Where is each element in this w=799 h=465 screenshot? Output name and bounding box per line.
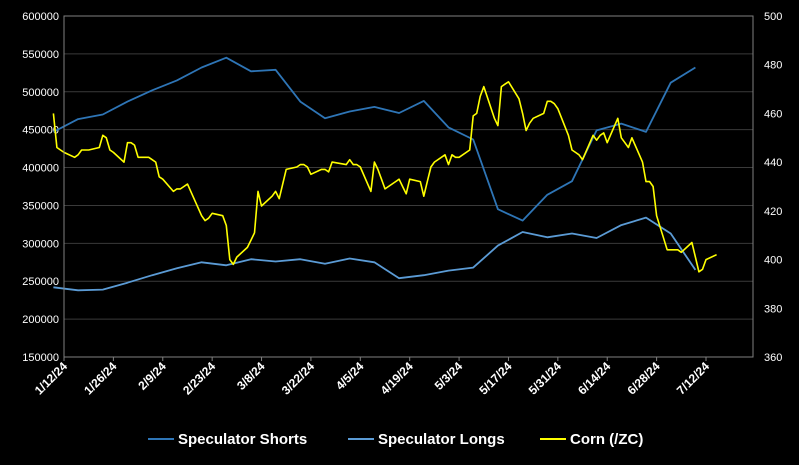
x-tick-label: 5/31/24	[526, 359, 564, 397]
series-line-3	[52, 81, 717, 273]
series-line-1	[52, 56, 696, 222]
x-tick-label: 4/5/24	[333, 359, 367, 393]
left-y-tick-label: 250000	[22, 276, 59, 288]
left-y-tick-label: 350000	[22, 200, 59, 212]
plot-frame	[63, 15, 754, 358]
right-y-tick-label: 380	[764, 303, 782, 315]
right-y-tick-label: 460	[764, 108, 782, 120]
left-y-tick-label: 500000	[22, 87, 59, 99]
x-tick-label: 2/23/24	[180, 359, 218, 397]
left-y-axis: 150000 200000 250000 300000 350000 400000 4500…	[22, 11, 59, 364]
left-y-tick-label: 550000	[22, 49, 59, 61]
x-tick-label: 1/26/24	[81, 359, 119, 397]
right-y-tick-label: 440	[764, 157, 782, 169]
x-tick-label: 6/14/24	[575, 359, 613, 397]
legend-label: Corn (/ZC)	[570, 431, 643, 448]
x-tick-label: 2/9/24	[135, 359, 169, 393]
legend: Speculator Shorts Speculator Longs Corn (/…	[148, 431, 643, 448]
x-tick-label: 3/22/24	[279, 359, 317, 397]
legend-label: Speculator Longs	[378, 431, 505, 448]
series-line-2	[53, 216, 697, 292]
right-y-tick-label: 400	[764, 255, 782, 267]
left-y-tick-label: 150000	[22, 352, 59, 364]
right-y-axis: 360 380 400 420 440 460 480 500	[764, 11, 782, 364]
right-y-tick-label: 360	[764, 352, 782, 364]
x-tick-label: 6/28/24	[625, 359, 663, 397]
x-tick-label: 4/19/24	[378, 359, 416, 397]
legend-label: Speculator Shorts	[178, 431, 307, 448]
x-axis: 1/12/24 1/26/24 2/9/24 2/23/24 3/8/24 3/22/24…	[32, 357, 712, 397]
series-lines	[52, 56, 717, 292]
left-y-tick-label: 300000	[22, 238, 59, 250]
x-tick-label: 7/12/24	[674, 359, 712, 397]
left-y-tick-label: 450000	[22, 125, 59, 137]
x-tick-label: 1/12/24	[32, 359, 70, 397]
right-y-tick-label: 420	[764, 206, 782, 218]
x-tick-label: 3/8/24	[234, 359, 268, 393]
right-y-tick-label: 480	[764, 60, 782, 72]
x-tick-label: 5/17/24	[476, 359, 514, 397]
left-y-tick-label: 400000	[22, 163, 59, 175]
left-y-tick-label: 200000	[22, 314, 59, 326]
right-y-tick-label: 500	[764, 11, 782, 23]
left-y-tick-label: 600000	[22, 11, 59, 23]
x-tick-label: 5/3/24	[432, 359, 466, 393]
